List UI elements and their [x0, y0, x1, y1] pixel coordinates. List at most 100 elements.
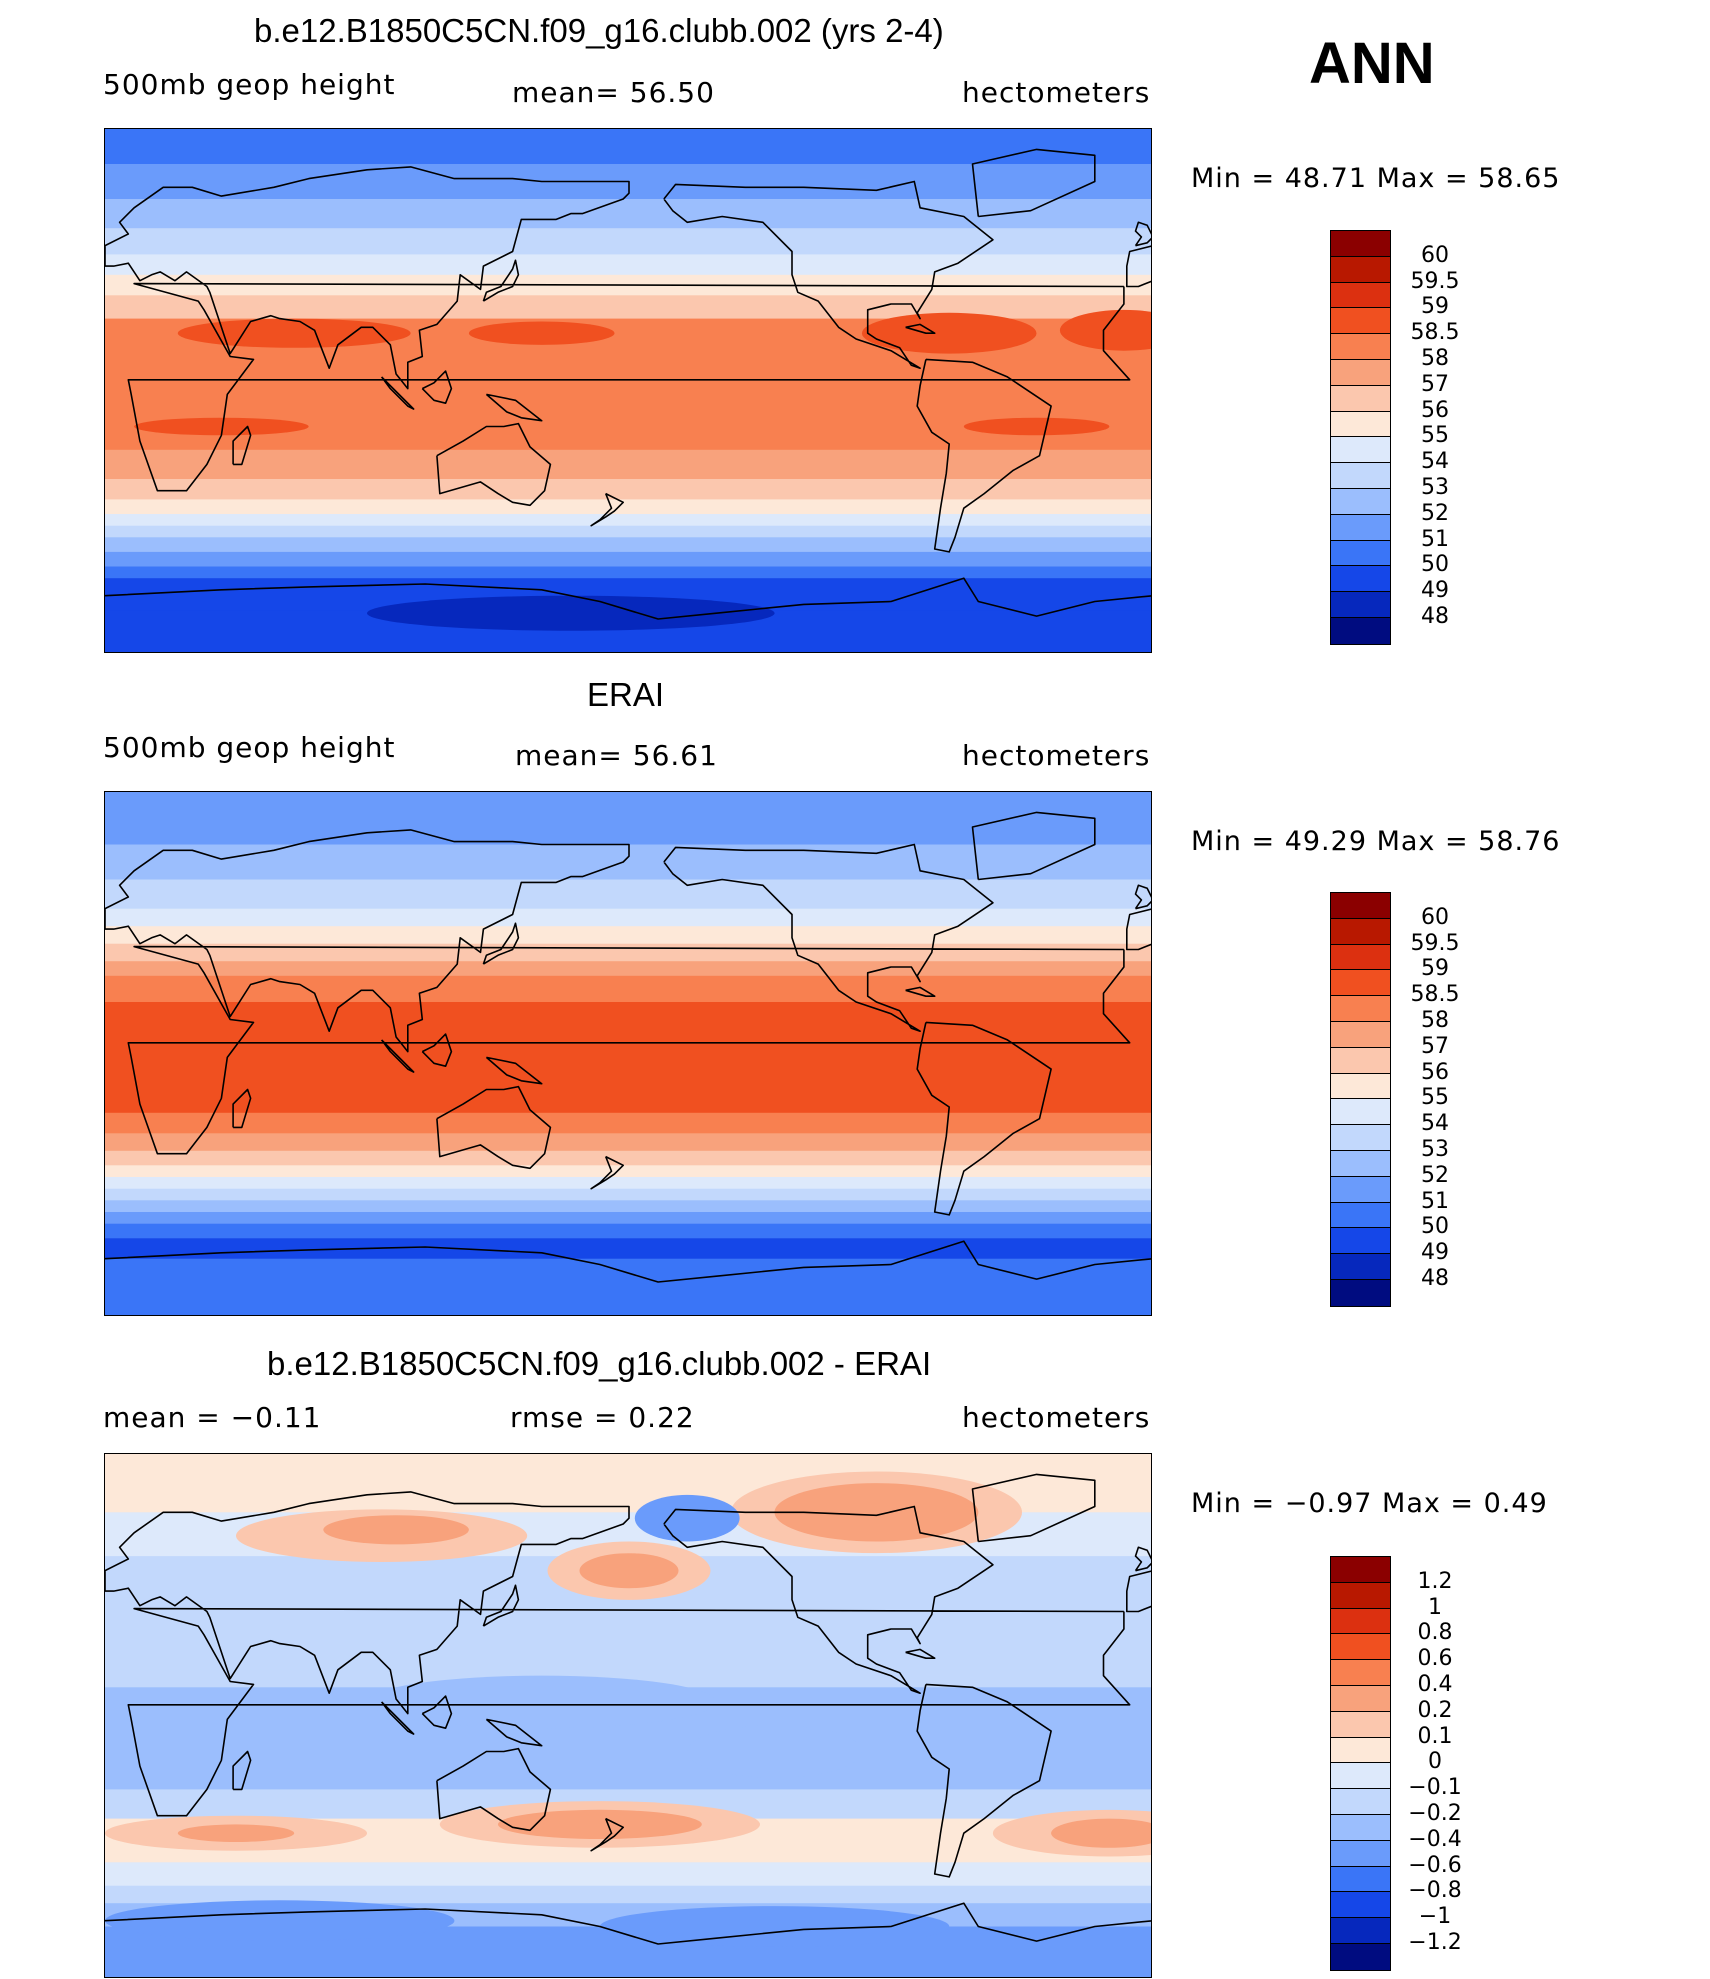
colorbar-tick-label: 56: [1421, 397, 1449, 423]
contour-band: [105, 792, 1151, 845]
colorbar-tick-label: 51: [1421, 1188, 1449, 1214]
contour-band: [105, 479, 1151, 500]
colorbar-segment: [1331, 944, 1390, 971]
season-label: ANN: [1309, 31, 1435, 96]
contour-band: [105, 1258, 1151, 1315]
colorbar-segment: [1331, 1582, 1390, 1609]
colorbar-tick-label: 59: [1421, 294, 1449, 320]
contour-blob: [367, 1675, 717, 1729]
colorbar-segment: [1331, 540, 1390, 567]
colorbar-segment: [1331, 1814, 1390, 1841]
colorbar-segment: [1331, 437, 1390, 464]
colorbar-segment: [1331, 1021, 1390, 1048]
colorbar-segment: [1331, 1125, 1390, 1151]
colorbar-segment: [1331, 566, 1390, 593]
colorbar-segment: [1331, 1228, 1390, 1255]
colorbar-segment: [1331, 282, 1390, 309]
contour-blob: [1059, 309, 1151, 351]
panel-1-variable-label: 500mb geop height: [103, 68, 396, 101]
contour-band: [105, 499, 1151, 515]
panel-3-colorbar: [1330, 1556, 1391, 1971]
colorbar-tick-label: 58: [1421, 1008, 1449, 1033]
contour-band: [105, 1885, 1151, 1904]
contour-blob: [105, 1900, 455, 1942]
colorbar-tick-label: 0.4: [1417, 1672, 1453, 1697]
colorbar-tick-label: 52: [1421, 1162, 1449, 1188]
contour-band: [105, 975, 1151, 1003]
coastline: [105, 148, 1151, 620]
panel-1-map: [104, 128, 1152, 653]
panel-3-units-label: hectometers: [962, 1401, 1151, 1434]
contour-band: [105, 1454, 1151, 1478]
colorbar-segment: [1331, 918, 1390, 945]
contour-blob: [498, 1809, 702, 1839]
contour-blob: [323, 1515, 469, 1545]
colorbar-tick-label: 55: [1421, 1085, 1449, 1111]
colorbar-segment: [1331, 1150, 1390, 1177]
contour-blob: [599, 1906, 950, 1947]
contour-band: [105, 199, 1151, 229]
panel-3-title: b.e12.B1850C5CN.f09_g16.clubb.002 - ERAI: [267, 1345, 932, 1382]
colorbar-segment: [1331, 1660, 1390, 1686]
contour-band: [105, 1112, 1151, 1134]
colorbar-segment: [1331, 970, 1390, 997]
colorbar-segment: [1331, 1634, 1390, 1661]
colorbar-segment: [1331, 1685, 1390, 1712]
contour-band: [105, 1165, 1151, 1178]
contour-blob: [468, 321, 615, 345]
colorbar-tick-label: 58.5: [1410, 982, 1460, 1008]
contour-blob: [687, 1725, 862, 1778]
colorbar-tick-label: −0.2: [1408, 1801, 1462, 1826]
contour-band: [105, 295, 1151, 320]
colorbar-tick-label: 58: [1421, 346, 1449, 371]
colorbar-tick-label: 49: [1421, 578, 1449, 604]
colorbar-segment: [1331, 1557, 1390, 1583]
colorbar-tick-label: 0: [1428, 1749, 1442, 1775]
panel-1-mean-label: mean= 56.50: [512, 76, 715, 109]
panel-1-colorbar: [1330, 230, 1391, 645]
colorbar-segment: [1331, 1840, 1390, 1867]
contour-band: [105, 129, 1151, 165]
colorbar-tick-label: 48: [1421, 604, 1449, 629]
contour-blob: [177, 1824, 295, 1842]
colorbar-segment: [1331, 996, 1390, 1022]
colorbar-tick-label: −0.1: [1408, 1775, 1462, 1801]
colorbar-tick-label: 60: [1421, 904, 1449, 930]
contour-band: [105, 449, 1151, 480]
panel-3-min-max: Min = −0.97 Max = 0.49: [1191, 1488, 1548, 1519]
colorbar-tick-label: 48: [1421, 1266, 1449, 1291]
colorbar-tick-label: 50: [1421, 1214, 1449, 1240]
colorbar-tick-label: −1: [1418, 1904, 1452, 1930]
contour-band: [105, 537, 1151, 553]
colorbar-segment: [1331, 411, 1390, 438]
coastline: [105, 811, 1151, 1283]
colorbar-segment: [1331, 592, 1390, 618]
colorbar-tick-label: 59: [1421, 956, 1449, 982]
colorbar-segment: [1331, 359, 1390, 386]
panel-1-title: b.e12.B1850C5CN.f09_g16.clubb.002 (yrs 2…: [254, 12, 944, 49]
panel-2-variable-label: 500mb geop height: [103, 731, 396, 764]
colorbar-segment: [1331, 514, 1390, 541]
colorbar-segment: [1331, 1073, 1390, 1100]
contour-band: [105, 551, 1151, 567]
contour-blob: [177, 318, 411, 348]
panel-2-colorbar: [1330, 892, 1391, 1307]
colorbar-tick-label: 57: [1421, 1033, 1449, 1059]
colorbar-tick-label: −0.6: [1408, 1852, 1462, 1878]
colorbar-tick-label: 1: [1428, 1594, 1442, 1620]
contour-band: [105, 1002, 1151, 1114]
contour-band: [105, 1614, 1151, 1688]
panel-1-units-label: hectometers: [962, 76, 1151, 109]
contour-band: [105, 1223, 1151, 1239]
colorbar-segment: [1331, 1711, 1390, 1738]
colorbar-tick-label: 52: [1421, 500, 1449, 526]
contour-band: [105, 961, 1151, 977]
contour-band: [105, 514, 1151, 527]
contour-band: [105, 1200, 1151, 1213]
coastline: [105, 1473, 1151, 1945]
contour-band: [105, 254, 1151, 276]
panel-2-map: [104, 791, 1152, 1316]
colorbar-segment: [1331, 617, 1390, 644]
colorbar-tick-label: −1.2: [1408, 1930, 1462, 1955]
colorbar-segment: [1331, 385, 1390, 412]
